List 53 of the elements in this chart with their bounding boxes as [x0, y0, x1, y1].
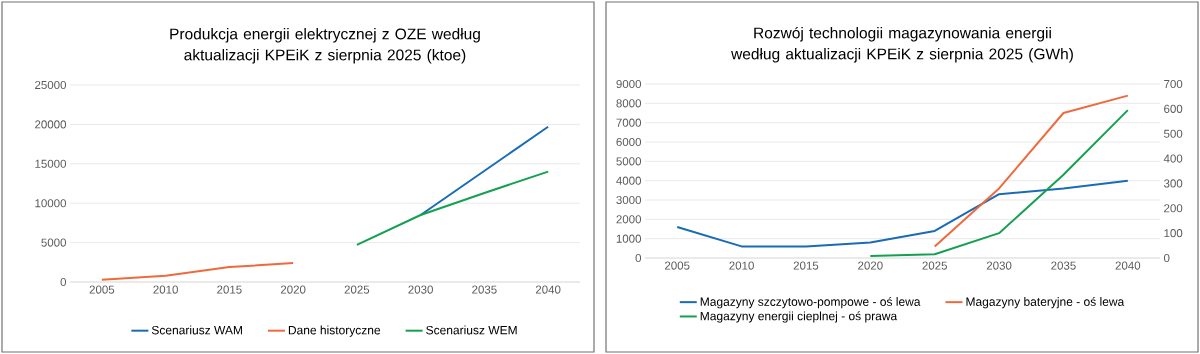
y-tick-label: 25000 — [35, 80, 67, 90]
line-series — [933, 94, 1129, 248]
y2-tick-label: 300 — [1163, 179, 1183, 188]
y-tick-label: 9000 — [616, 79, 642, 89]
legend-label: Scenariusz WAM — [151, 325, 242, 335]
x-tick-label: 2025 — [922, 261, 947, 270]
y-tick-label: 5000 — [616, 157, 642, 166]
y2-tick-label: 0 — [1163, 253, 1170, 263]
x-tick-label: 2040 — [1115, 261, 1141, 270]
y-tick-label: 0 — [60, 277, 67, 287]
y-tick-label: 7000 — [616, 118, 642, 127]
y2-tick-label: 500 — [1163, 129, 1183, 138]
y-tick-label: 20000 — [35, 120, 67, 129]
x-tick-label: 2025 — [344, 285, 370, 294]
y-tick-label: 5000 — [41, 238, 67, 247]
y-tick-label: 8000 — [616, 99, 642, 108]
legend-label: Dane historyczne — [288, 325, 381, 337]
x-tick-label: 2010 — [153, 285, 178, 294]
y2-tick-label: 200 — [1164, 204, 1183, 213]
y2-tick-label: 600 — [1164, 104, 1183, 113]
x-tick-label: 2005 — [89, 285, 115, 294]
x-tick-label: 2020 — [280, 285, 306, 294]
y-tick-label: 15000 — [35, 159, 67, 168]
chart-title: Produkcja energii elektrycznej z OZE według aktualizacji KPEiK z sierpnia 2025 (ktoe) — [170, 28, 480, 64]
x-tick-label: 2030 — [986, 261, 1012, 270]
line-series — [100, 262, 295, 281]
y-tick-label: 2000 — [616, 215, 642, 224]
legend-label: Magazyny bateryjne - oś lewa — [966, 296, 1125, 309]
legend-label: Scenariusz WEM — [426, 325, 517, 335]
x-tick-label: 2035 — [1051, 261, 1076, 270]
y-tick-label: 0 — [635, 253, 642, 263]
y2-tick-label: 700 — [1164, 79, 1183, 89]
line-series — [869, 109, 1129, 258]
y2-tick-label: 400 — [1163, 154, 1183, 163]
x-tick-label: 2035 — [472, 285, 497, 294]
legend-label: Magazyny szczytowo-pompowe - oś lewa — [700, 296, 921, 309]
x-tick-label: 2005 — [664, 261, 690, 270]
line-series — [676, 179, 1129, 248]
x-tick-label: 2030 — [408, 285, 433, 294]
x-tick-label: 2010 — [729, 261, 754, 270]
line-series — [355, 170, 550, 246]
chart-title: Rozwój technologii magazynowania energii według aktualizacji KPEiK z sierpnia 2025 (GWh) — [731, 26, 1073, 63]
legend-label: Magazyny energii cieplnej - oś prawa — [700, 311, 898, 323]
x-tick-label: 2020 — [858, 261, 883, 270]
y-tick-label: 6000 — [616, 137, 642, 147]
x-tick-label: 2015 — [217, 285, 242, 294]
y-tick-label: 4000 — [616, 176, 642, 185]
y-tick-label: 10000 — [35, 199, 67, 208]
y2-tick-label: 100 — [1164, 229, 1183, 238]
y-tick-label: 3000 — [616, 195, 642, 205]
x-tick-label: 2015 — [793, 261, 819, 270]
y-tick-label: 1000 — [616, 234, 642, 243]
x-tick-label: 2040 — [535, 285, 561, 294]
